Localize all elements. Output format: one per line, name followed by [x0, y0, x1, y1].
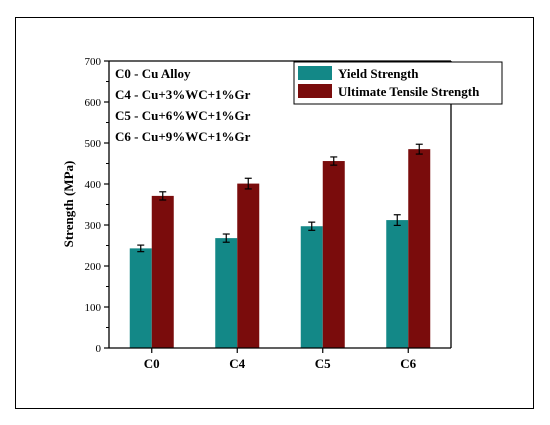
bar	[129, 248, 152, 348]
legend: Yield Strength Ultimate Tensile Strength	[293, 61, 503, 105]
y-tick-label: 700	[85, 56, 102, 68]
y-tick-label: 0	[96, 343, 102, 355]
error-bars-layer	[137, 143, 423, 253]
y-tick-label: 100	[85, 302, 102, 314]
annotation-text: C6 - Cu+9%WC+1%Gr	[115, 129, 251, 144]
legend-swatch	[298, 84, 332, 98]
annotation-text: C5 - Cu+6%WC+1%Gr	[115, 108, 251, 123]
bar	[300, 226, 323, 348]
bar	[237, 183, 260, 348]
bar	[386, 220, 409, 348]
y-tick-label: 300	[85, 220, 102, 232]
legend-swatch	[298, 66, 332, 80]
y-tick-label: 400	[85, 179, 102, 191]
bars-layer	[129, 149, 431, 348]
x-tick-label: C6	[400, 356, 416, 371]
y-tick-label: 600	[85, 97, 102, 109]
x-tick-label: C4	[229, 356, 245, 371]
bar	[215, 238, 238, 348]
x-tick-label: C5	[315, 356, 331, 371]
bar	[322, 161, 345, 348]
annotation-text: C0 - Cu Alloy	[115, 66, 191, 81]
bar	[408, 149, 431, 348]
x-tick-label: C0	[144, 356, 160, 371]
y-axis-label: Strength (MPa)	[61, 161, 76, 248]
legend-label: Yield Strength	[338, 66, 419, 81]
y-tick-label: 500	[85, 138, 102, 150]
composition-annotations: C0 - Cu Alloy C4 - Cu+3%WC+1%Gr C5 - Cu+6%…	[115, 66, 251, 144]
legend-label: Ultimate Tensile Strength	[338, 84, 480, 99]
ticks-layer: 0 100 200 300 400 500 600 700 C0 C4 C5 C6	[85, 56, 417, 371]
bar	[151, 195, 174, 348]
annotation-text: C4 - Cu+3%WC+1%Gr	[115, 87, 251, 102]
y-tick-label: 200	[85, 261, 102, 273]
